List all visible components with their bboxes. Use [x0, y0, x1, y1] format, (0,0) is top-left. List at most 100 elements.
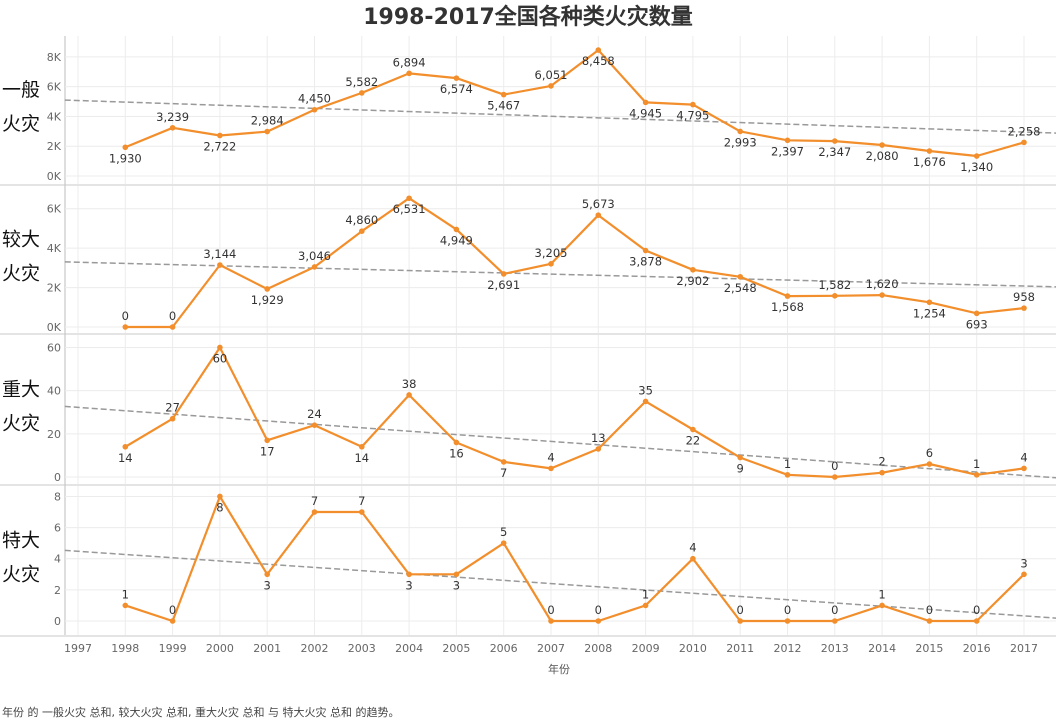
data-label: 3,205	[535, 246, 568, 260]
y-tick-label: 0K	[47, 170, 62, 183]
data-label: 1,676	[913, 155, 946, 169]
data-label: 1,582	[818, 278, 851, 292]
x-tick-label: 2001	[253, 642, 281, 655]
data-point	[926, 299, 933, 306]
data-point	[926, 618, 933, 624]
data-point	[595, 212, 602, 218]
y-tick-label: 6K	[47, 203, 62, 216]
data-label: 5,673	[582, 197, 615, 211]
data-point	[595, 446, 602, 452]
data-point	[169, 124, 176, 131]
row-label: 火灾	[2, 263, 40, 285]
data-label: 0	[831, 459, 838, 473]
data-point	[359, 228, 365, 234]
data-label: 2,722	[203, 139, 236, 153]
data-point	[548, 261, 554, 267]
data-label: 4	[1020, 450, 1027, 464]
data-label: 1	[784, 457, 791, 471]
series-line	[125, 197, 1025, 329]
data-point	[359, 509, 365, 515]
data-label: 958	[1013, 290, 1035, 304]
chart-title: 1998-2017全国各种类火灾数量	[363, 4, 693, 30]
data-label: 1,254	[913, 306, 946, 320]
data-label: 3	[264, 578, 271, 592]
x-tick-label: 2009	[632, 642, 660, 655]
data-label: 693	[966, 317, 988, 331]
data-point	[595, 618, 602, 624]
data-point	[690, 101, 696, 108]
data-point	[311, 509, 318, 515]
data-label: 7	[500, 466, 507, 480]
panel-1: 0K 2K 4K 6K 8K 一般火灾 1,930 3,239 2,722 2,984 4,450 5…	[0, 36, 1056, 186]
data-label: 8,458	[582, 54, 615, 68]
data-point	[500, 540, 507, 546]
y-tick-label: 8	[54, 490, 61, 503]
data-label: 3,046	[298, 249, 331, 263]
data-label: 4,795	[676, 109, 709, 123]
series-line	[124, 495, 1025, 623]
data-label: 2,347	[818, 145, 851, 159]
series-line	[124, 48, 1025, 158]
data-point	[690, 555, 696, 562]
data-point	[879, 142, 885, 148]
data-point	[737, 454, 743, 461]
data-label: 1,930	[109, 151, 142, 165]
data-point	[264, 571, 271, 578]
data-point	[879, 469, 885, 476]
data-label: 14	[354, 451, 369, 465]
data-label: 0	[595, 603, 602, 617]
data-label: 6	[926, 446, 933, 460]
data-label: 1,929	[251, 293, 284, 307]
data-label: 7	[311, 494, 318, 508]
data-point	[122, 602, 129, 609]
data-label: 2,548	[724, 281, 757, 295]
data-point	[359, 443, 365, 450]
data-label: 16	[449, 446, 464, 460]
data-label: 2,984	[251, 114, 284, 128]
x-axis: 1997 1998 1999 2000 2001 2002 2003 2004 2005 2006…	[64, 642, 1038, 655]
data-point	[264, 286, 271, 292]
data-point	[737, 273, 743, 280]
data-point	[217, 262, 223, 268]
y-tick-label: 0	[54, 615, 61, 628]
data-point	[784, 618, 791, 624]
data-point	[595, 47, 602, 53]
data-point	[642, 247, 649, 254]
data-point	[832, 293, 838, 299]
data-label: 1	[642, 587, 649, 601]
x-tick-label: 2016	[963, 642, 991, 655]
data-point	[832, 474, 838, 480]
data-point	[453, 571, 460, 578]
data-point	[548, 618, 554, 624]
x-tick-label: 2006	[490, 642, 518, 655]
data-label: 2,080	[866, 149, 899, 163]
y-tick-label: 6K	[47, 81, 62, 94]
data-point	[832, 138, 838, 144]
data-point	[122, 324, 129, 330]
row-label: 火灾	[2, 564, 40, 586]
data-label: 2	[878, 455, 885, 469]
data-point	[690, 266, 696, 273]
data-label: 5	[500, 525, 507, 539]
row-label: 一般	[2, 79, 40, 101]
data-point	[879, 602, 885, 609]
data-point	[311, 422, 318, 428]
data-label: 4,860	[345, 213, 378, 227]
y-tick-label: 2K	[47, 140, 62, 153]
data-point	[406, 392, 412, 398]
data-label: 3	[453, 578, 460, 592]
data-point	[737, 618, 743, 624]
y-tick-label: 8K	[47, 51, 62, 64]
y-tick-label: 6	[54, 522, 61, 535]
data-label: 9	[737, 462, 744, 476]
y-tick-label: 4	[54, 553, 61, 566]
data-point	[642, 99, 649, 106]
data-point	[926, 148, 933, 154]
data-label: 6,051	[535, 68, 568, 82]
data-label: 1	[973, 457, 980, 471]
data-label: 6,894	[393, 55, 426, 69]
data-point	[500, 271, 507, 277]
row-label: 火灾	[2, 413, 40, 435]
data-label: 2,902	[676, 274, 709, 288]
